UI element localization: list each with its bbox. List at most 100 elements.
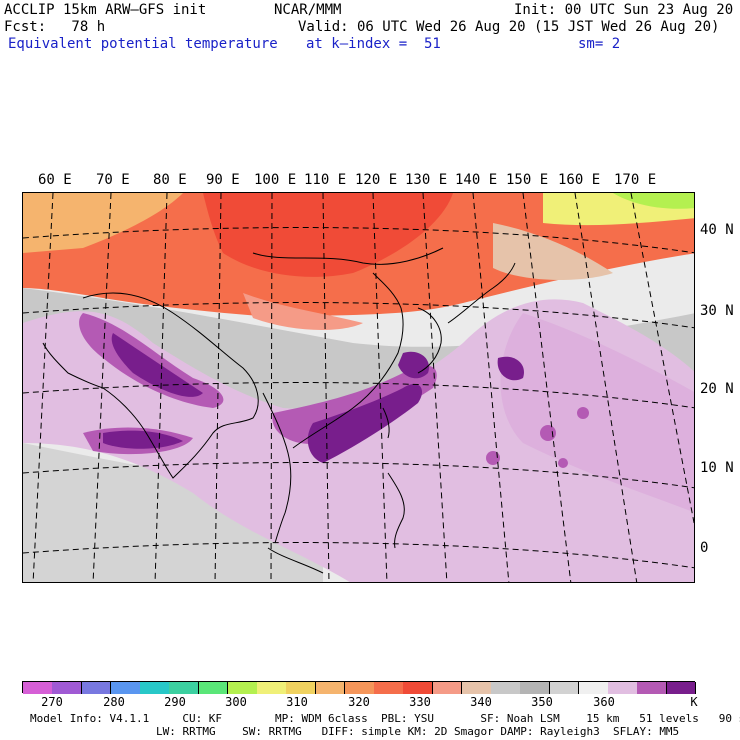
coast-taiwan: [382, 407, 390, 439]
model-info-line2: LW: RRTMG SW: RRTMG DIFF: simple KM: 2D …: [156, 725, 680, 738]
meridian: [372, 193, 388, 582]
field-name: Equivalent potential temperature: [8, 36, 278, 52]
colorbar-segment: [374, 682, 404, 694]
colorbar-segment: [110, 682, 141, 694]
lat-label: 20 N: [700, 381, 734, 397]
convection-cell: [486, 451, 500, 465]
organization-label: NCAR/MMM: [274, 2, 342, 18]
lon-label: 120 E: [355, 172, 398, 188]
lon-label: 90 E: [206, 172, 240, 188]
coast-india: [42, 292, 259, 479]
colorbar-segment: [608, 682, 638, 694]
lon-label: 130 E: [405, 172, 448, 188]
colorbar-segment: [52, 682, 82, 694]
meridian: [630, 193, 694, 526]
colorbar-segment: [403, 682, 434, 694]
lat-label: 40 N: [700, 222, 734, 238]
level-index: at k—index = 51: [306, 36, 441, 52]
convection-cell: [577, 407, 589, 419]
map-canvas: [23, 193, 694, 582]
coast-japan: [447, 262, 516, 324]
colorbar: [22, 681, 697, 694]
colorbar-tick-label: 310: [286, 695, 308, 709]
run-title: ACCLIP 15km ARW—GFS init: [4, 2, 207, 18]
coast-indochina: [262, 392, 292, 544]
smoothing-label: sm= 2: [578, 36, 621, 52]
coast-china: [292, 272, 404, 449]
colorbar-segment: [140, 682, 170, 694]
lon-label: 170 E: [614, 172, 657, 188]
lon-label: 150 E: [506, 172, 549, 188]
salmon-streak: [243, 293, 363, 330]
graticule: [23, 193, 694, 582]
convection-cell: [558, 458, 568, 468]
lon-label: 110 E: [304, 172, 347, 188]
moist-dark-bay: [103, 430, 183, 449]
colorbar-unit: K: [690, 695, 698, 709]
tan-patch: [493, 223, 613, 280]
colorbar-segment: [637, 682, 668, 694]
lon-label: 100 E: [254, 172, 297, 188]
model-info-line1: Model Info: V4.1.1 CU: KF MP: WDM 6class…: [30, 712, 740, 725]
meridian: [574, 193, 638, 582]
init-time: Init: 00 UTC Sun 23 Aug 20: [514, 2, 734, 18]
pacific-core: [497, 356, 524, 381]
colorbar-tick-label: 350: [531, 695, 553, 709]
colorbar-segment: [549, 682, 580, 694]
colorbar-tick-label: 330: [409, 695, 431, 709]
theta-e-map: [22, 192, 695, 583]
colorbar-segment: [491, 682, 521, 694]
meridian: [270, 193, 273, 582]
colorbar-tick-label: 280: [103, 695, 125, 709]
colorbar-tick-label: 340: [470, 695, 492, 709]
moist-dark-scs: [307, 383, 423, 463]
colorbar-segment: [81, 682, 112, 694]
colorbar-segment: [461, 682, 492, 694]
colorbar-segment: [227, 682, 258, 694]
lon-label: 80 E: [153, 172, 187, 188]
meridian: [32, 193, 54, 582]
forecast-hour: Fcst: 78 h: [4, 19, 106, 35]
meridian: [322, 193, 330, 582]
lat-label: 0: [700, 540, 709, 556]
colorbar-segment: [315, 682, 346, 694]
lon-label: 140 E: [455, 172, 498, 188]
green-patch: [613, 193, 694, 209]
lon-label: 70 E: [96, 172, 130, 188]
moist-dark-india: [111, 333, 203, 397]
colorbar-segment: [344, 682, 375, 694]
moist-pacific: [500, 313, 694, 513]
border-mongolia: [252, 247, 444, 265]
colorbar-segment: [666, 682, 697, 694]
colorbar-tick-label: 320: [348, 695, 370, 709]
colorbar-segment: [286, 682, 317, 694]
meridian: [214, 193, 222, 582]
coast-korea: [417, 307, 442, 374]
coast-philippines: [387, 472, 405, 549]
lat-label: 30 N: [700, 303, 734, 319]
warm-northwest: [23, 193, 183, 253]
colorbar-tick-label: 360: [593, 695, 615, 709]
colorbar-segment: [23, 682, 53, 694]
coastlines: [42, 247, 516, 574]
colorbar-segment: [520, 682, 551, 694]
colorbar-segment: [257, 682, 287, 694]
colorbar-segment: [169, 682, 200, 694]
colorbar-segment: [578, 682, 609, 694]
colorbar-segment: [198, 682, 229, 694]
colorbar-tick-label: 290: [164, 695, 186, 709]
meridian: [422, 193, 448, 582]
colorbar-tick-label: 270: [41, 695, 63, 709]
lon-label: 60 E: [38, 172, 72, 188]
colorbar-segment: [432, 682, 463, 694]
meridian: [154, 193, 168, 582]
convection-cell: [540, 425, 556, 441]
coast-borneo: [267, 547, 324, 574]
colorbar-tick-label: 300: [225, 695, 247, 709]
lon-label: 160 E: [558, 172, 601, 188]
lat-label: 10 N: [700, 460, 734, 476]
meridian: [92, 193, 112, 582]
meridian: [522, 193, 572, 582]
meridian: [472, 193, 510, 582]
valid-time: Valid: 06 UTC Wed 26 Aug 20 (15 JST Wed …: [298, 19, 720, 35]
